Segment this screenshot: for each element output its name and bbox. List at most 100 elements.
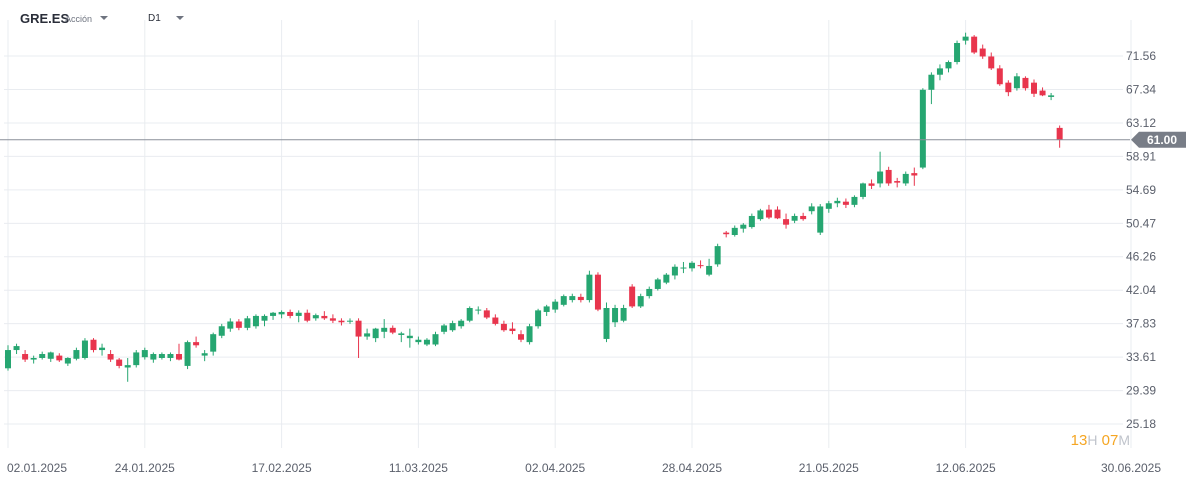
- candle-body: [979, 48, 986, 57]
- candle-body: [543, 306, 550, 312]
- candle-body: [808, 206, 815, 212]
- candle-body: [971, 36, 978, 53]
- candle-body: [500, 323, 507, 331]
- grid-lines: [4, 20, 1132, 448]
- candle-body: [406, 335, 413, 339]
- candle-body: [252, 315, 259, 327]
- candle-body: [774, 209, 781, 219]
- candle-body: [518, 334, 524, 340]
- candle-body: [594, 274, 601, 310]
- candle-body: [894, 181, 901, 183]
- x-tick-label: 28.04.2025: [662, 461, 722, 475]
- candle-body: [552, 301, 559, 310]
- y-tick-label: 29.39: [1126, 384, 1156, 398]
- candle-body: [1048, 95, 1055, 97]
- candle-body: [757, 210, 764, 220]
- countdown-hours-unit: H: [1087, 432, 1098, 448]
- candle-body: [885, 169, 892, 184]
- candle-body: [945, 62, 952, 69]
- candle-body: [184, 342, 191, 366]
- candle-body: [877, 171, 884, 184]
- candle-body: [381, 327, 388, 332]
- candle-body: [697, 265, 704, 267]
- candle-body: [492, 317, 499, 324]
- candle-body: [73, 350, 80, 359]
- candle-body: [56, 355, 63, 361]
- y-tick-label: 50.47: [1126, 216, 1156, 230]
- candle-body: [287, 311, 294, 316]
- candle-body: [629, 286, 636, 307]
- candle-body: [1031, 82, 1037, 94]
- candle-body: [167, 354, 174, 358]
- candle-body: [99, 347, 106, 351]
- candle-body: [834, 200, 841, 204]
- candles: [5, 32, 1063, 382]
- timeframe-selector[interactable]: D1: [148, 13, 161, 24]
- candle-body: [141, 350, 148, 358]
- candle-body: [1039, 90, 1046, 96]
- x-tick-label: 24.01.2025: [115, 461, 175, 475]
- candle-body: [612, 307, 619, 323]
- candle-body: [295, 312, 302, 316]
- candle-body: [270, 312, 277, 316]
- candle-body: [347, 320, 353, 322]
- candle-body: [415, 339, 422, 343]
- candle-body: [706, 265, 713, 275]
- x-tick-label: 02.01.2025: [7, 461, 67, 475]
- candle-body: [560, 296, 567, 305]
- candle-body: [81, 340, 88, 358]
- candle-body: [526, 326, 533, 343]
- candle-body: [748, 215, 755, 228]
- candle-body: [962, 36, 969, 41]
- x-tick-label: 30.06.2025: [1101, 461, 1161, 475]
- candle-body: [569, 296, 576, 301]
- y-tick-label: 54.69: [1126, 183, 1156, 197]
- candle-body: [586, 274, 593, 301]
- candle-body: [116, 359, 123, 366]
- candle-body: [671, 266, 678, 276]
- candle-body: [338, 320, 345, 323]
- candle-body: [936, 68, 943, 75]
- candle-body: [723, 232, 730, 235]
- chevron-down-icon[interactable]: [100, 16, 108, 20]
- candle-body: [654, 279, 661, 289]
- candle-body: [783, 219, 790, 225]
- instrument-type-label: Acción: [65, 14, 93, 24]
- candle-body: [90, 339, 97, 351]
- candle-body: [261, 315, 268, 321]
- candle-body: [355, 320, 362, 337]
- candle-body: [535, 310, 542, 327]
- y-tick-label: 71.56: [1126, 49, 1156, 63]
- x-tick-label: 21.05.2025: [799, 461, 859, 475]
- y-tick-label: 42.04: [1126, 283, 1156, 297]
- candle-body: [235, 321, 242, 328]
- candle-body: [603, 307, 610, 339]
- candle-body: [133, 352, 140, 366]
- chevron-down-icon[interactable]: [176, 16, 184, 20]
- candle-body: [372, 328, 379, 339]
- candle-body: [483, 310, 490, 318]
- candle-body: [800, 215, 807, 220]
- candle-body: [389, 327, 396, 333]
- countdown-minutes: 07: [1101, 432, 1119, 449]
- symbol-label[interactable]: GRE.ES: [20, 11, 70, 26]
- candle-body: [150, 354, 157, 360]
- candle-countdown: 13H 07M: [1071, 432, 1130, 449]
- candle-body: [825, 203, 832, 209]
- candle-body: [731, 227, 738, 236]
- candle-body: [663, 274, 670, 283]
- candle-body: [1022, 77, 1029, 89]
- x-tick-label: 11.03.2025: [389, 461, 448, 475]
- y-tick-label: 37.83: [1126, 317, 1156, 331]
- candle-body: [1013, 76, 1020, 89]
- y-axis: 71.56 67.34 63.12 58.91 54.69 50.47 46.26 42.04…: [1126, 49, 1156, 431]
- candle-body: [1005, 82, 1012, 93]
- candle-body: [919, 89, 926, 168]
- candle-body: [954, 42, 961, 63]
- candle-body: [176, 354, 182, 360]
- y-tick-label: 67.34: [1126, 82, 1156, 96]
- candle-body: [398, 333, 405, 335]
- candle-body: [441, 325, 448, 332]
- x-tick-label: 02.04.2025: [525, 461, 585, 475]
